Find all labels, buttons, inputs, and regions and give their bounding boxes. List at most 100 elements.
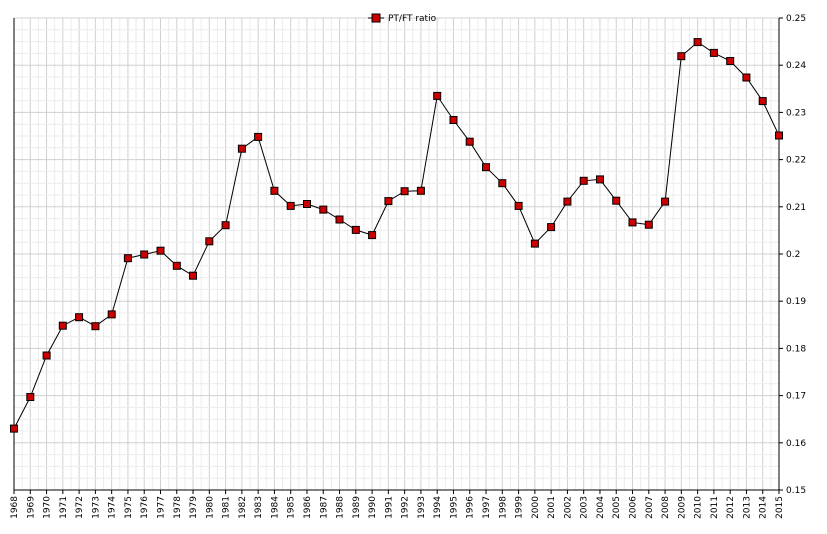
data-point [547,223,556,232]
y-tick-label: 0.18 [786,344,806,354]
x-tick-label: 1979 [189,496,199,519]
data-point [205,237,214,246]
y-tick-label: 0.17 [786,392,806,402]
x-tick-label: 1998 [498,496,508,519]
x-tick-label: 2010 [694,496,704,519]
data-point [221,221,230,230]
x-tick-label: 2003 [580,496,590,519]
y-tick-label: 0.2 [786,250,800,260]
data-point [433,91,442,100]
x-tick-label: 2005 [612,496,622,519]
data-point [758,97,767,106]
data-point [742,73,751,82]
data-point [530,239,539,248]
x-tick-label: 1986 [303,496,313,519]
x-tick-label: 1974 [108,496,118,519]
x-tick-label: 2007 [645,496,655,519]
x-tick-label: 1983 [254,496,264,519]
x-tick-label: 1990 [368,496,378,519]
y-tick-label: 0.16 [786,439,806,449]
x-tick-label: 1994 [433,496,443,519]
x-tick-label: 1977 [156,496,166,519]
x-tick-label: 1991 [384,496,394,519]
data-point [156,246,165,255]
x-tick-label: 1980 [205,496,215,519]
x-tick-label: 2011 [710,496,720,519]
x-tick-label: 1970 [43,496,53,519]
x-tick-label: 1996 [466,496,476,519]
x-tick-label: 2006 [629,496,639,519]
data-point [563,197,572,206]
data-point [644,220,653,229]
x-tick-label: 1999 [515,496,525,519]
data-point [368,231,377,240]
data-point [384,197,393,206]
data-point [498,179,507,188]
data-point [172,261,181,270]
data-point [91,322,100,331]
data-point [303,200,311,208]
data-point [482,163,490,172]
x-tick-label: 2001 [547,496,557,519]
axes: 0.15 0.16 0.17 0.18 0.19 0.2 0.21 0.22 0.23 0.24 0… [10,14,806,519]
data-point [465,137,474,146]
y-tick-label: 0.19 [786,297,806,307]
data-point [107,310,116,319]
data-point [726,57,735,65]
data-point [596,175,604,184]
data-point [628,218,637,227]
legend: PT/FT ratio [368,13,437,24]
legend-label: PT/FT ratio [388,14,437,24]
data-point [579,176,588,185]
x-tick-label: 1973 [91,496,101,519]
x-tick-label: 1985 [287,496,297,519]
x-tick-label: 1978 [173,496,183,519]
x-tick-label: 2002 [563,496,573,519]
data-point [286,201,295,210]
x-tick-label: 1984 [270,496,280,519]
data-point [140,250,149,259]
data-point [416,186,425,195]
data-point [677,52,686,61]
x-tick-label: 1989 [352,496,362,519]
x-tick-label: 1995 [449,496,459,519]
x-tick-label: 1975 [124,496,134,519]
x-tick-label: 1971 [59,496,69,519]
data-point [189,271,197,280]
data-point [26,393,35,401]
x-tick-label: 1997 [482,496,492,519]
data-point [254,132,263,141]
x-tick-label: 2004 [596,496,606,519]
data-point [75,313,84,322]
data-point [449,116,458,124]
x-tick-label: 1981 [222,496,232,519]
data-series [10,38,783,433]
data-point [335,215,344,224]
data-point [612,196,621,205]
x-tick-label: 1993 [417,496,427,519]
data-point [514,201,523,210]
x-tick-label: 1972 [75,496,85,519]
legend-marker-swatch [371,13,381,23]
data-point [123,254,132,263]
data-point [400,187,409,196]
data-point [42,351,51,360]
x-tick-label: 2015 [775,496,785,519]
x-tick-label: 1987 [319,496,329,519]
x-tick-label: 1969 [26,496,36,519]
data-point [693,38,702,47]
x-tick-label: 2009 [677,496,687,519]
data-point [10,424,18,433]
x-tick-label: 1988 [336,496,346,519]
x-tick-label: 1992 [401,496,411,519]
data-point [58,321,67,330]
x-tick-label: 1982 [238,496,248,519]
data-point [319,205,328,214]
data-point [775,131,783,140]
y-tick-label: 0.25 [786,14,806,24]
x-tick-label: 2013 [742,496,752,519]
x-tick-label: 2014 [759,496,769,519]
grid [13,17,780,491]
